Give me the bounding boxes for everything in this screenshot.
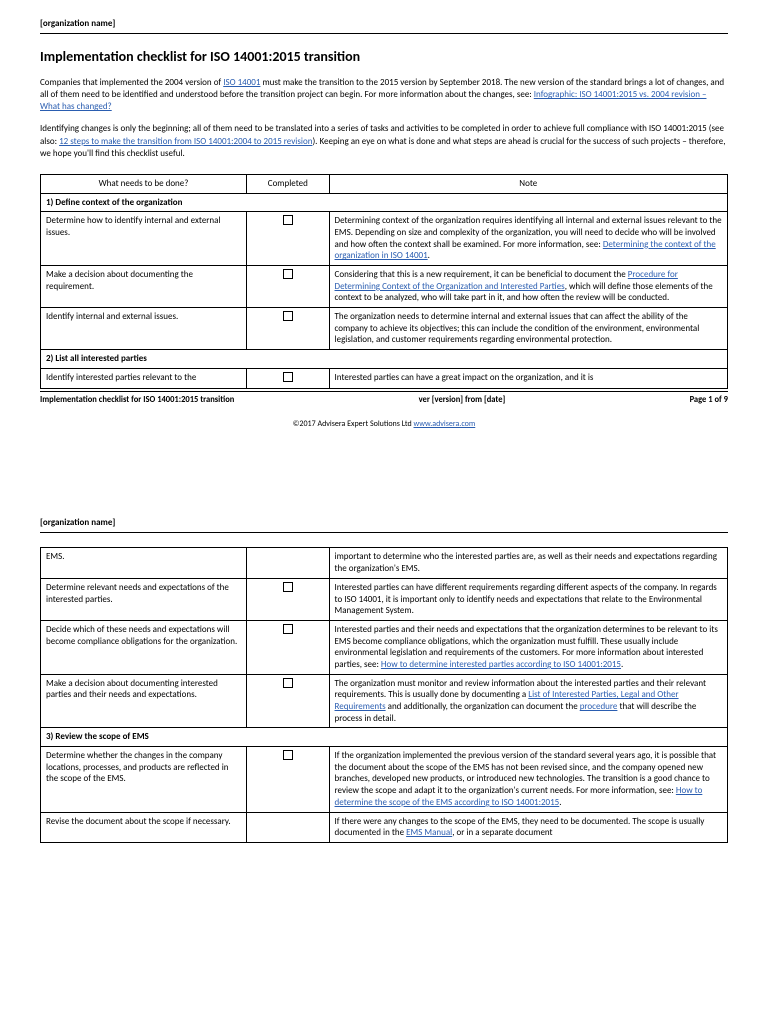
table-row: Identify interested parties relevant to … — [41, 368, 728, 389]
checkbox-icon[interactable] — [283, 624, 293, 634]
intro-paragraph-2: Identifying changes is only the beginnin… — [40, 123, 728, 159]
org-name-header: [organization name] — [40, 18, 728, 34]
footer-right: Page 1 of 9 — [690, 395, 728, 405]
section-1-header: 1) Define context of the organization — [41, 193, 728, 212]
ems-manual-link[interactable]: EMS Manual — [406, 827, 452, 838]
table-row: Determine whether the changes in the com… — [41, 747, 728, 812]
col-header-note: Note — [329, 174, 727, 193]
table-row: EMS. important to determine who the inte… — [41, 548, 728, 578]
intro-paragraph-1: Companies that implemented the 2004 vers… — [40, 77, 728, 113]
page-2: [organization name] EMS. important to de… — [0, 499, 768, 852]
checkbox-icon[interactable] — [283, 215, 293, 225]
copyright-line: ©2017 Advisera Expert Solutions Ltd www.… — [40, 419, 728, 429]
checkbox-icon[interactable] — [283, 750, 293, 760]
checkbox-icon[interactable] — [283, 678, 293, 688]
table-row: Determine relevant needs and expectation… — [41, 578, 728, 620]
advisera-link[interactable]: www.advisera.com — [414, 419, 476, 429]
table-row: Make a decision about documenting the re… — [41, 265, 728, 307]
checkbox-icon[interactable] — [283, 372, 293, 382]
interested-parties-link[interactable]: How to determine interested parties acco… — [381, 659, 621, 670]
checkbox-icon[interactable] — [283, 311, 293, 321]
col-header-done: Completed — [247, 174, 329, 193]
page-title: Implementation checklist for ISO 14001:2… — [40, 48, 728, 65]
table-row: Decide which of these needs and expectat… — [41, 620, 728, 674]
iso14001-link[interactable]: ISO 14001 — [223, 77, 260, 88]
intro-block: Companies that implemented the 2004 vers… — [40, 77, 728, 160]
page-gap — [0, 463, 768, 499]
col-header-task: What needs to be done? — [41, 174, 247, 193]
table-row: Make a decision about documenting intere… — [41, 674, 728, 728]
table-row: Determine how to identify internal and e… — [41, 212, 728, 266]
checkbox-icon[interactable] — [283, 269, 293, 279]
page-1: [organization name] Implementation check… — [0, 0, 768, 463]
section-2-header: 2) List all interested parties — [41, 350, 728, 369]
section-3-header: 3) Review the scope of EMS — [41, 728, 728, 747]
checklist-table-page1: What needs to be done? Completed Note 1)… — [40, 174, 728, 390]
checklist-table-page2: EMS. important to determine who the inte… — [40, 547, 728, 842]
twelve-steps-link[interactable]: 12 steps to make the transition from ISO… — [59, 136, 312, 147]
page-footer: Implementation checklist for ISO 14001:2… — [40, 391, 728, 405]
footer-left: Implementation checklist for ISO 14001:2… — [40, 395, 234, 405]
checkbox-icon[interactable] — [283, 582, 293, 592]
org-name-header: [organization name] — [40, 517, 728, 533]
table-row: Identify internal and external issues. T… — [41, 308, 728, 350]
table-row: Revise the document about the scope if n… — [41, 812, 728, 842]
footer-center: ver [version] from [date] — [419, 395, 506, 405]
table-header-row: What needs to be done? Completed Note — [41, 174, 728, 193]
procedure-link-2[interactable]: procedure — [580, 701, 618, 712]
